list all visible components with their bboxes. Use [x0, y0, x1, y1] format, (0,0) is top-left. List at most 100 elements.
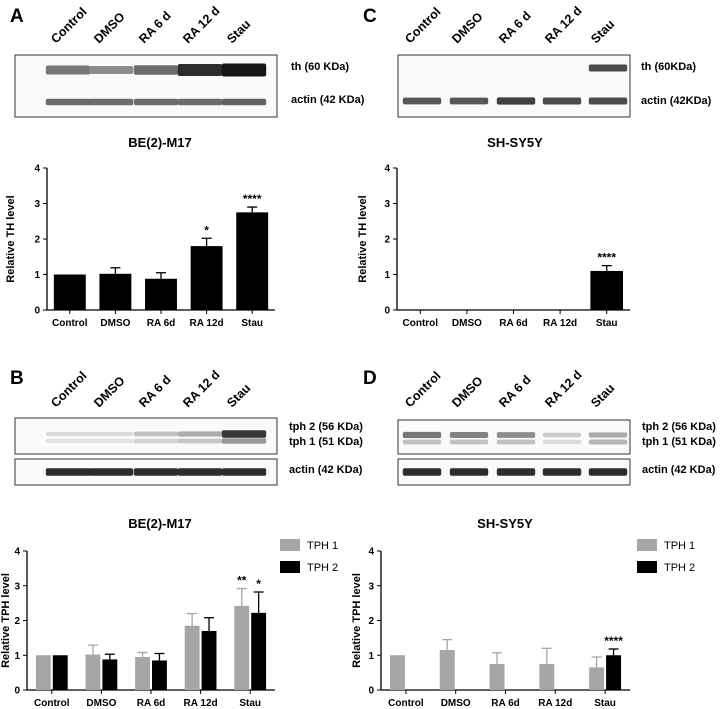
chart-b: BE(2)-M17 Relative TPH level 0 1 2 3 4 Control D…: [0, 516, 338, 709]
blot-b-band: [177, 438, 223, 444]
chart-c-x-tick-label: DMSO: [452, 318, 482, 329]
blot-d-band: [449, 468, 489, 476]
blot-b-band: [88, 438, 134, 444]
chart-d-bar-tph-1: [539, 663, 555, 690]
panel-label-c: C: [363, 6, 377, 27]
blot-c-band: [496, 97, 536, 105]
blot-a-row-label: th (60 KDa): [291, 61, 349, 73]
blot-b-band: [45, 468, 91, 476]
blot-d-band: [496, 468, 536, 476]
chart-b-y-tick-label: 1: [14, 651, 20, 662]
chart-a-y-tick-label: 4: [34, 164, 40, 175]
blot-b-band: [177, 431, 223, 437]
blot-b-band: [177, 468, 223, 476]
chart-b-y-tick-label: 2: [14, 616, 20, 627]
chart-b-x-tick-label: DMSO: [86, 698, 116, 709]
blot-b-band: [133, 468, 179, 476]
chart-d-x-tick-label: DMSO: [441, 698, 471, 709]
chart-b-legend-swatch: [280, 561, 300, 573]
chart-d-bar-tph-1: [389, 655, 405, 690]
blot-d-band: [496, 439, 536, 445]
blot-d-band: [402, 431, 442, 439]
blot-c-band: [588, 64, 628, 72]
chart-d-bar-tph-1: [589, 667, 605, 690]
blot-a-band: [177, 63, 223, 77]
chart-a-bar-th: [145, 278, 177, 310]
chart-a-y-tick-label: 3: [34, 199, 40, 210]
blot-b-lane-label: DMSO: [91, 374, 128, 411]
chart-b-bar-tph-1: [184, 625, 200, 690]
blot-b-row-label: tph 2 (56 KDa): [289, 421, 363, 433]
blot-d-band: [588, 468, 628, 476]
blot-b-band: [133, 438, 179, 444]
chart-a-bar-th: [99, 273, 132, 310]
chart-c-y-tick-label: 4: [384, 164, 390, 175]
chart-b-title: BE(2)-M17: [128, 516, 192, 531]
chart-b-bar-tph-2: [52, 655, 68, 690]
blot-d-lane-label: RA 6 d: [496, 373, 534, 411]
blot-b-band: [88, 468, 134, 476]
chart-b-bar-tph-2: [102, 659, 118, 690]
chart-a-x-tick-label: DMSO: [100, 318, 130, 329]
chart-b-x-tick-label: Control: [34, 698, 70, 709]
blot-a-band: [88, 98, 134, 106]
blot-c-band: [449, 97, 489, 105]
chart-d-significance: ****: [604, 634, 623, 648]
chart-d-bar-tph-1: [489, 663, 505, 690]
blot-d-row-label: actin (42 KDa): [642, 464, 716, 476]
panel-label-a: A: [10, 6, 24, 27]
blot-b-band: [45, 438, 91, 444]
blot-b-row-label: actin (42 KDa): [289, 464, 363, 476]
blot-a-band: [88, 65, 134, 75]
chart-a-significance: ****: [243, 192, 262, 206]
blot-d-lane-label: DMSO: [449, 374, 486, 411]
chart-a-bar-th: [190, 246, 223, 310]
chart-a-x-tick-label: RA 12d: [190, 318, 224, 329]
chart-b-y-tick-label: 0: [14, 686, 20, 697]
panel-label-b: B: [10, 368, 24, 389]
chart-b-legend-label: TPH 1: [307, 540, 338, 552]
blot-c-lane-label: Stau: [588, 17, 617, 46]
blot-d-band: [449, 432, 489, 438]
chart-d-x-tick-label: RA 6d: [491, 698, 520, 709]
chart-d-legend-swatch: [637, 561, 657, 573]
chart-d-legend-swatch: [637, 539, 657, 551]
chart-a-y-label: Relative TH level: [5, 195, 17, 282]
chart-b-x-tick-label: Stau: [239, 698, 261, 709]
panel-label-d: D: [363, 368, 377, 389]
blot-d-lane-label: Stau: [588, 381, 617, 410]
chart-b-bar-tph-2: [251, 612, 267, 690]
chart-c-x-tick-label: RA 6d: [499, 318, 528, 329]
chart-b-legend-label: TPH 2: [307, 562, 338, 574]
blot-b-row-label: tph 1 (51 KDa): [289, 436, 363, 448]
blot-b-lane-label: Control: [48, 369, 89, 410]
chart-c-title: SH-SY5Y: [487, 135, 543, 150]
blot-d-band: [449, 439, 489, 445]
chart-d: SH-SY5Y Relative TPH level 0 1 2 3 4 Control DMS…: [351, 516, 695, 709]
chart-d-bar-tph-2: [606, 655, 622, 690]
chart-a-y-tick-label: 1: [34, 270, 40, 281]
chart-c: SH-SY5Y Relative TH level 0 1 2 3 4 Control DMSO…: [357, 135, 630, 329]
blot-b-band: [45, 431, 91, 437]
chart-a-y-tick-label: 0: [34, 306, 40, 317]
chart-c-bar-th: [590, 270, 624, 310]
chart-a-title: BE(2)-M17: [128, 135, 192, 150]
chart-b-significance: **: [237, 574, 247, 588]
chart-b-bar-tph-1: [35, 655, 51, 690]
chart-c-y-tick-label: 0: [384, 306, 390, 317]
blot-d-band: [542, 439, 582, 445]
blot-a-band: [221, 98, 267, 106]
blot-c-lane-label: RA 12 d: [542, 4, 584, 46]
blot-d-band: [542, 432, 582, 438]
blot-d-lane-label: RA 12 d: [542, 368, 584, 410]
blot-b-band: [88, 431, 134, 437]
chart-a-bar-th: [236, 212, 269, 310]
blot-a-band: [221, 63, 267, 77]
chart-b-y-tick-label: 3: [14, 581, 20, 592]
blot-c-band: [588, 97, 628, 105]
chart-d-x-tick-label: RA 12d: [538, 698, 572, 709]
blot-d-row-label: tph 1 (51 KDa): [642, 436, 716, 448]
blot-d-band: [496, 432, 536, 438]
blot-d-band: [588, 432, 628, 438]
